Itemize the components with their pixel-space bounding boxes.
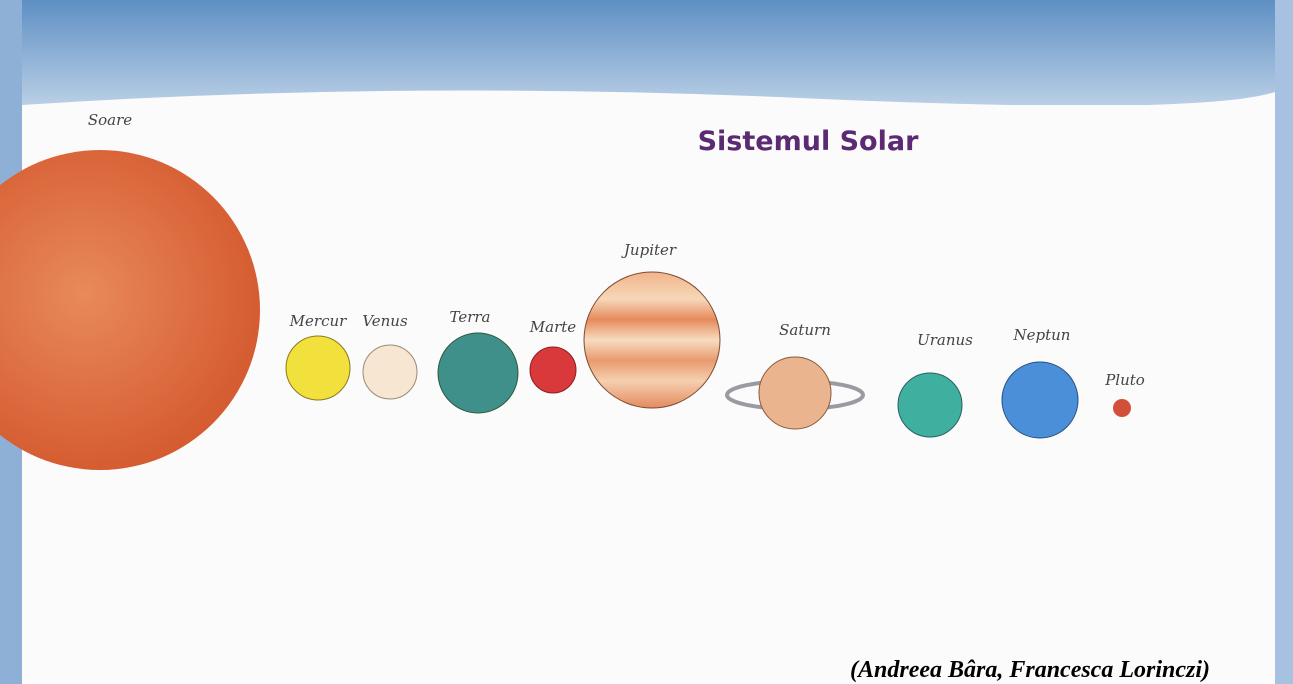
pluto [1113, 399, 1131, 417]
saturn [759, 357, 831, 429]
planet-label: Mercur [289, 312, 347, 330]
planet-label: Neptun [1013, 326, 1071, 344]
credit: (Andreea Bâra, Francesca Lorinczi) [850, 657, 1210, 683]
planet-label: Marte [529, 318, 577, 336]
planet-label: Terra [449, 308, 490, 326]
jupiter [584, 272, 720, 408]
venus [363, 345, 417, 399]
mercury [286, 336, 350, 400]
planet-label: Saturn [779, 321, 831, 339]
planet-label: Uranus [917, 331, 973, 349]
mars [530, 347, 576, 393]
drawing: Soare Mercur Venus Terra Marte Jupiter S… [0, 0, 1293, 684]
planet-label: Venus [362, 312, 408, 330]
right-border [1275, 0, 1293, 684]
planet-label: Pluto [1104, 371, 1145, 389]
planet-label: Jupiter [621, 241, 677, 259]
title: Sistemul Solar [698, 126, 919, 157]
neptune [1002, 362, 1078, 438]
earth [438, 333, 518, 413]
planet-label: Soare [88, 111, 132, 129]
uranus [898, 373, 962, 437]
sky-border [0, 0, 1293, 105]
